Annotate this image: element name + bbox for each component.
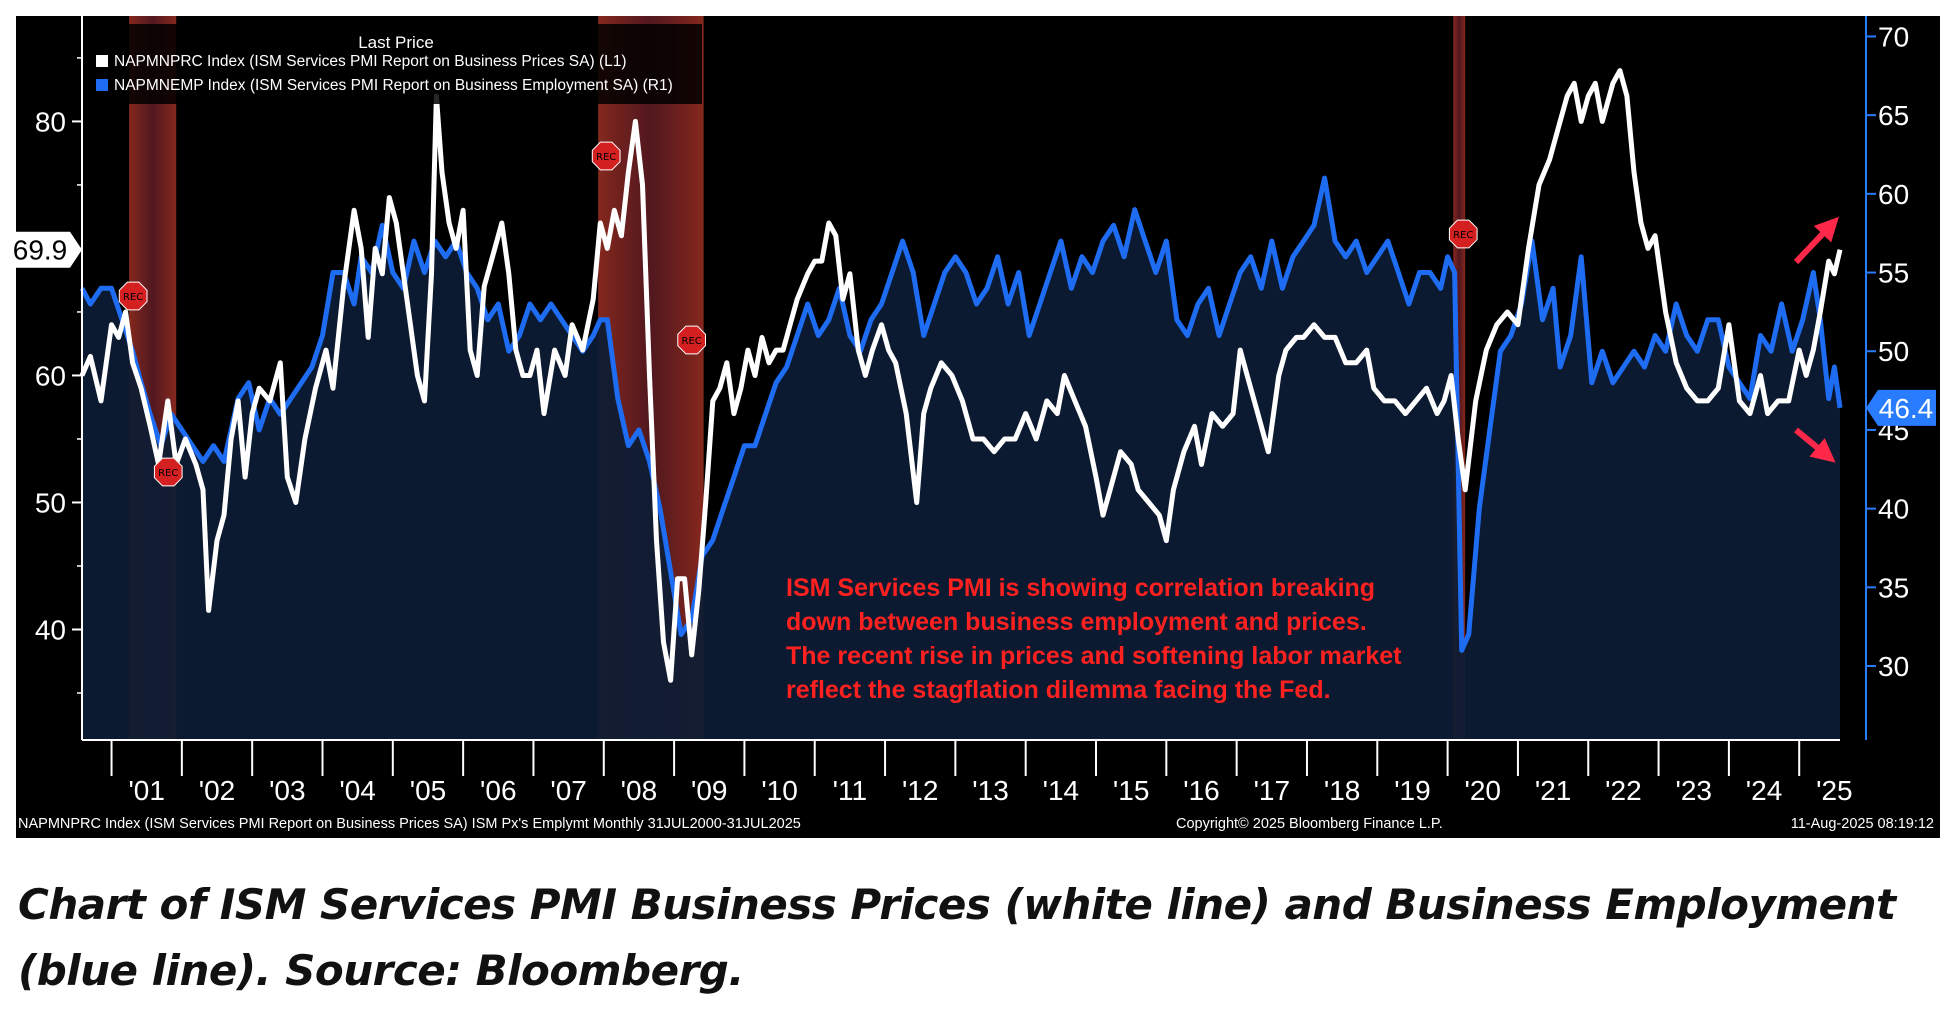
employment-area-fill bbox=[82, 178, 1840, 740]
rec-marker-label: REC bbox=[1453, 230, 1473, 241]
y-right-tick-label: 50 bbox=[1878, 336, 1909, 367]
x-tick-label: '05 bbox=[410, 775, 447, 806]
x-tick-label: '18 bbox=[1324, 775, 1361, 806]
x-tick-label: '07 bbox=[550, 775, 587, 806]
rec-marker-octagon bbox=[153, 457, 183, 487]
y-right-tick-label: 70 bbox=[1878, 21, 1909, 52]
annotation-line: down between business employment and pri… bbox=[786, 608, 1367, 636]
x-tick-label: '19 bbox=[1394, 775, 1431, 806]
y-right-tick-label: 35 bbox=[1878, 572, 1909, 603]
x-tick-label: '25 bbox=[1816, 775, 1853, 806]
employment-line bbox=[79, 175, 1843, 653]
prices-line bbox=[79, 68, 1843, 683]
annotation-line: reflect the stagflation dilemma facing t… bbox=[786, 676, 1331, 704]
rec-marker: REC bbox=[591, 141, 621, 171]
axes: '01 '02 '03 '04 '05 '06 '07 '08 '09 '10 '11 '12 '13 '… bbox=[4, 16, 1936, 806]
down-arrow bbox=[1794, 427, 1836, 463]
trend-arrows bbox=[1793, 216, 1839, 463]
legend-title: Last Price bbox=[358, 33, 434, 52]
footer: NAPMNPRC Index (ISM Services PMI Report … bbox=[18, 816, 1934, 832]
recession-markers: REC REC REC REC REC bbox=[118, 141, 1478, 487]
y-right-tick-label: 65 bbox=[1878, 100, 1909, 131]
y-left-tick-label: 60 bbox=[35, 360, 66, 391]
x-tick-label: '24 bbox=[1746, 775, 1783, 806]
x-tick-label: '02 bbox=[199, 775, 236, 806]
x-tick-label: '08 bbox=[621, 775, 658, 806]
rec-marker: REC bbox=[1448, 219, 1478, 249]
y-right-tick-label: 60 bbox=[1878, 179, 1909, 210]
x-tick-label: '13 bbox=[972, 775, 1009, 806]
rec-marker: REC bbox=[677, 325, 706, 355]
legend-swatch bbox=[96, 55, 108, 67]
rec-marker: REC bbox=[153, 457, 183, 487]
x-tick-label: '21 bbox=[1535, 775, 1572, 806]
x-tick-label: '06 bbox=[480, 775, 517, 806]
rec-marker-label: REC bbox=[158, 468, 178, 479]
annotation: ISM Services PMI is showing correlation … bbox=[786, 574, 1402, 704]
employment-area bbox=[82, 178, 1840, 740]
prices-badge-shape bbox=[4, 231, 82, 268]
rec-marker-label: REC bbox=[682, 336, 702, 347]
y-left-tick-label: 40 bbox=[35, 614, 66, 645]
recession-band bbox=[1453, 16, 1466, 740]
footer-center: Copyright© 2025 Bloomberg Finance L.P. bbox=[1176, 816, 1443, 832]
up-arrow bbox=[1793, 216, 1839, 265]
chart-container: REC REC REC REC REC '01 '02 '03 '04 '05 '06 '07 '08… bbox=[4, 16, 1940, 838]
employment-badge-shape bbox=[1866, 389, 1936, 426]
legend-swatch bbox=[96, 79, 108, 91]
x-tick-label: '11 bbox=[833, 775, 867, 806]
x-tick-label: '04 bbox=[339, 775, 376, 806]
ism-chart: REC REC REC REC REC '01 '02 '03 '04 '05 '06 '07 '08… bbox=[4, 16, 1940, 838]
legend-entry: NAPMNPRC Index (ISM Services PMI Report … bbox=[114, 53, 627, 70]
series-lines bbox=[79, 68, 1843, 683]
legend-entry: NAPMNEMP Index (ISM Services PMI Report … bbox=[114, 77, 673, 94]
rec-marker-octagon bbox=[118, 281, 148, 311]
x-tick-label: '12 bbox=[902, 775, 939, 806]
x-tick-label: '10 bbox=[761, 775, 798, 806]
x-tick-label: '14 bbox=[1043, 775, 1080, 806]
x-tick-label: '20 bbox=[1465, 775, 1502, 806]
rec-marker: REC bbox=[118, 281, 148, 311]
x-tick-label: '09 bbox=[691, 775, 728, 806]
employment-last-value: 46.4 bbox=[1879, 393, 1934, 424]
x-tick-label: '03 bbox=[269, 775, 306, 806]
y-left-tick-label: 80 bbox=[35, 106, 66, 137]
annotation-line: ISM Services PMI is showing correlation … bbox=[786, 574, 1375, 602]
y-right-tick-label: 55 bbox=[1878, 258, 1909, 289]
rec-marker-octagon bbox=[591, 141, 621, 171]
x-tick-label: '15 bbox=[1113, 775, 1150, 806]
prices-last-value-badge: 69.9 bbox=[4, 231, 82, 268]
footer-left: NAPMNPRC Index (ISM Services PMI Report … bbox=[18, 816, 801, 832]
employment-last-value-badge: 46.4 bbox=[1866, 389, 1936, 426]
annotation-line: The recent rise in prices and softening … bbox=[786, 642, 1402, 670]
x-tick-label: '01 bbox=[128, 775, 165, 806]
rec-marker-octagon bbox=[1448, 219, 1478, 249]
rec-marker-label: REC bbox=[123, 292, 143, 303]
x-tick-label: '23 bbox=[1675, 775, 1712, 806]
y-left-tick-label: 50 bbox=[35, 487, 66, 518]
rec-marker-label: REC bbox=[596, 152, 616, 163]
figure-caption: Chart of ISM Services PMI Business Price… bbox=[18, 880, 1896, 995]
x-tick-label: '17 bbox=[1254, 775, 1291, 806]
rec-marker-octagon bbox=[677, 325, 706, 355]
footer-right: 11-Aug-2025 08:19:12 bbox=[1791, 816, 1934, 832]
x-tick-label: '22 bbox=[1605, 775, 1642, 806]
y-right-tick-label: 30 bbox=[1878, 651, 1909, 682]
prices-last-value: 69.9 bbox=[13, 235, 68, 266]
y-right-tick-label: 40 bbox=[1878, 494, 1909, 525]
legend-box bbox=[90, 24, 702, 104]
x-tick-label: '16 bbox=[1183, 775, 1220, 806]
